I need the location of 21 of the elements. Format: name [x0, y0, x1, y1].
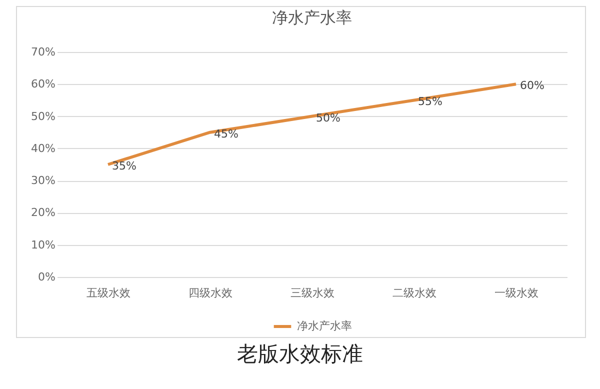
text: 老版水效标准	[236, 341, 364, 368]
data-label: 55%	[418, 95, 442, 108]
y-tick-label: 0%	[38, 270, 56, 284]
data-label: 50%	[316, 111, 340, 124]
data-label: 60%	[520, 79, 544, 92]
data-label: 35%	[112, 160, 136, 172]
x-tick-label: 五级水效	[86, 286, 130, 300]
y-tick-label: 40%	[31, 142, 56, 155]
data-label: 45%	[214, 127, 238, 140]
y-tick-label: 10%	[31, 238, 56, 252]
x-tick-label: 四级水效	[188, 286, 232, 300]
x-tick-label: 三级水效	[290, 286, 334, 300]
y-tick-label: 30%	[31, 174, 56, 188]
y-tick-label: 20%	[31, 206, 56, 220]
x-tick-label: 二级水效	[392, 286, 436, 300]
legend-label: 净水产水率	[297, 320, 352, 332]
y-tick-label: 50%	[31, 110, 56, 123]
y-tick-label: 70%	[31, 46, 56, 58]
chart-title: 净水产水率	[272, 8, 352, 27]
x-tick-label: 一级水效	[494, 286, 538, 300]
y-tick-label: 60%	[31, 78, 56, 91]
